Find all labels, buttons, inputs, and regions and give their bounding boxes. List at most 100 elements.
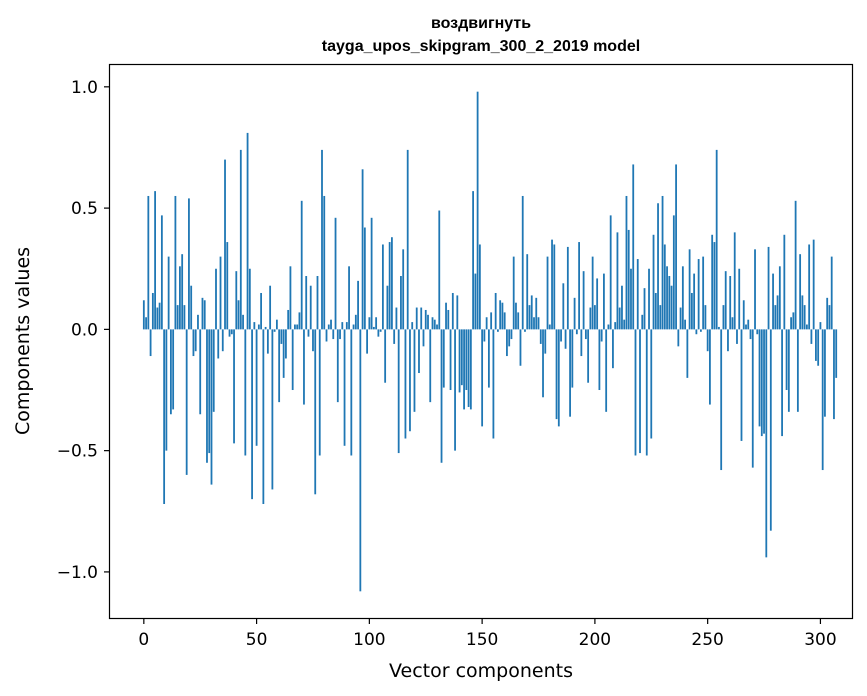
bar-140 [458, 329, 461, 393]
x-tick-label: 150 [466, 630, 498, 650]
bar-75 [312, 329, 314, 352]
bar-72 [305, 276, 308, 330]
bar-191 [573, 297, 576, 330]
bar-273 [758, 329, 761, 427]
bar-14 [174, 195, 177, 330]
bar-171 [528, 305, 531, 330]
bar-219 [636, 259, 639, 330]
bar-194 [580, 329, 583, 357]
y-tick-label: −1.0 [57, 563, 98, 583]
bar-205 [605, 329, 608, 412]
bar-267 [745, 324, 747, 330]
bar-181 [551, 239, 553, 330]
bar-302 [824, 329, 826, 417]
bar-220 [639, 329, 641, 454]
bar-145 [469, 329, 472, 410]
bar-305 [830, 256, 833, 330]
bar-30 [210, 329, 213, 485]
bar-215 [627, 229, 630, 330]
bar-48 [251, 329, 253, 500]
y-tick-label: 1.0 [71, 78, 98, 98]
bar-47 [248, 268, 251, 330]
bar-85 [334, 217, 337, 330]
bar-168 [521, 195, 524, 330]
bar-232 [666, 266, 668, 330]
bar-84 [332, 329, 335, 340]
bar-80 [323, 195, 326, 330]
bar-33 [217, 329, 220, 359]
bar-261 [731, 317, 734, 330]
bar-40 [233, 329, 235, 444]
bar-135 [447, 309, 450, 330]
bar-224 [648, 268, 650, 330]
bar-49 [253, 322, 256, 330]
bar-86 [336, 329, 339, 403]
bar-262 [733, 232, 736, 330]
bars-group [142, 91, 838, 592]
bar-148 [476, 91, 479, 330]
x-tick-label: 300 [804, 630, 836, 650]
bar-120 [413, 329, 416, 412]
bar-241 [686, 329, 689, 378]
bar-42 [237, 300, 240, 330]
bar-10 [165, 329, 168, 451]
bar-22 [192, 329, 195, 357]
bar-142 [463, 329, 465, 410]
bar-59 [275, 319, 278, 330]
bar-28 [206, 329, 208, 463]
bar-37 [226, 242, 229, 330]
bar-253 [713, 242, 716, 330]
bar-187 [564, 329, 567, 349]
bar-64 [287, 309, 290, 330]
bar-278 [769, 329, 772, 531]
bar-166 [517, 312, 520, 330]
bar-154 [490, 312, 493, 330]
bar-125 [424, 309, 427, 330]
bar-119 [411, 322, 414, 330]
bar-70 [300, 200, 303, 330]
bar-24 [197, 314, 199, 330]
bar-303 [826, 297, 829, 330]
bar-16 [179, 266, 181, 330]
bar-34 [219, 256, 222, 330]
bar-8 [160, 215, 163, 330]
bar-114 [400, 276, 402, 330]
bar-293 [803, 305, 806, 330]
bar-102 [372, 326, 375, 330]
bar-188 [566, 246, 569, 330]
bar-206 [607, 324, 610, 330]
bar-98 [363, 227, 366, 330]
bar-199 [591, 256, 594, 330]
bar-234 [670, 285, 673, 330]
bar-61 [280, 329, 283, 344]
bar-153 [487, 329, 490, 388]
bar-54 [264, 326, 267, 330]
bar-226 [652, 234, 655, 330]
bar-179 [546, 256, 549, 330]
bar-6 [156, 307, 159, 330]
bar-107 [384, 329, 387, 383]
bar-287 [790, 317, 792, 330]
chart-title-line-1: воздвигнуть [431, 15, 531, 32]
bar-264 [738, 268, 741, 330]
bar-130 [436, 324, 438, 330]
bar-132 [440, 329, 443, 463]
bar-274 [760, 329, 763, 437]
bar-173 [533, 317, 535, 330]
bar-297 [812, 239, 815, 330]
bar-249 [704, 305, 707, 330]
bar-254 [715, 149, 718, 330]
bar-243 [690, 292, 693, 330]
bar-207 [609, 215, 612, 330]
bar-111 [393, 329, 396, 344]
bar-258 [724, 271, 727, 330]
y-tick-label: 0.0 [71, 320, 98, 340]
bar-94 [354, 314, 357, 330]
bar-218 [634, 329, 637, 456]
bar-208 [612, 329, 614, 369]
bar-275 [763, 329, 765, 434]
bar-129 [433, 319, 436, 330]
bar-229 [659, 305, 662, 330]
bar-69 [298, 312, 301, 330]
bar-39 [230, 329, 233, 335]
